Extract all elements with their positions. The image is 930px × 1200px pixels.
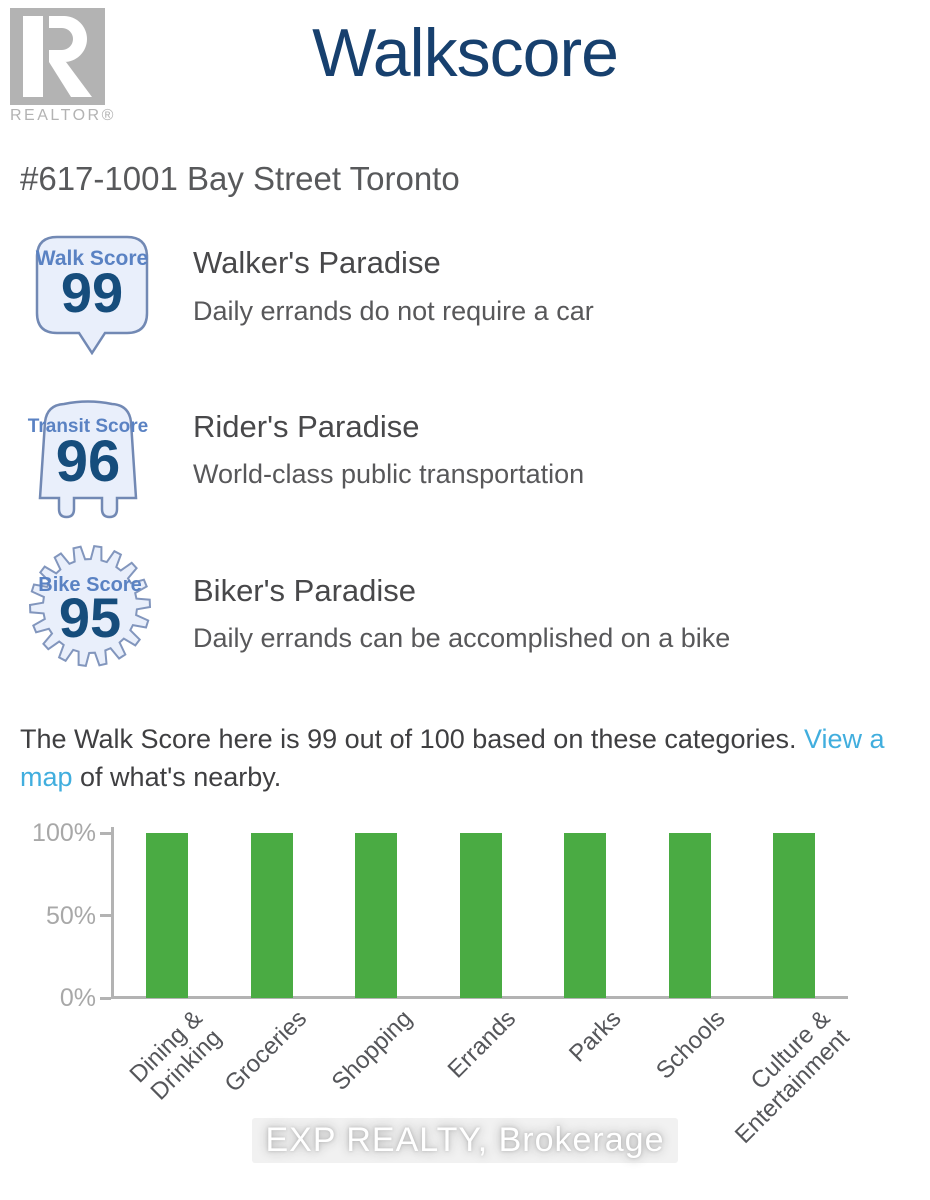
- transit-score-description: World-class public transportation: [193, 459, 585, 489]
- summary-text-after: of what's nearby.: [72, 762, 282, 792]
- walk-score-badge-label: Walk Score: [35, 247, 149, 270]
- walk-score-value: 99: [60, 261, 124, 324]
- bike-score-description: Daily errands can be accomplished on a b…: [193, 623, 731, 653]
- brokerage-watermark-text: EXP REALTY, Brokerage: [251, 1118, 679, 1163]
- x-axis-label-text: Schools: [651, 1005, 731, 1085]
- realtor-r-icon: [10, 8, 105, 105]
- transit-score-badge-label: Transit Score: [27, 416, 149, 437]
- summary-text-before: The Walk Score here is 99 out of 100 bas…: [20, 724, 804, 754]
- bike-score-badge: Bike Score 95: [27, 540, 153, 672]
- walkscore-chart: 0% 50% 100% Dining & Drinking Groceries Shopp…: [0, 810, 930, 1200]
- bike-score-badge-label: Bike Score: [38, 574, 142, 596]
- x-axis-label-text: Errands: [443, 1005, 522, 1084]
- y-axis-tick-label: 100%: [32, 819, 96, 847]
- page-title: Walkscore: [312, 15, 619, 91]
- transit-score-heading: Rider's Paradise: [193, 409, 420, 444]
- chart-bar: [355, 833, 397, 998]
- chart-bar: [668, 833, 711, 998]
- transit-score-value: 96: [55, 429, 121, 494]
- transit-score-badge: Transit Score 96: [26, 396, 150, 522]
- y-axis-tick-label: 0%: [59, 984, 96, 1012]
- summary-paragraph: The Walk Score here is 99 out of 100 bas…: [20, 720, 920, 796]
- y-axis-tick-mark: [100, 831, 111, 835]
- bike-score-gear-icon: [28, 544, 152, 668]
- bike-score-value: 95: [58, 586, 122, 649]
- walk-score-bubble-icon: [35, 235, 149, 355]
- bike-score-heading: Biker's Paradise: [193, 573, 417, 608]
- x-axis-label-text: Parks: [563, 1005, 627, 1068]
- walk-score-heading: Walker's Paradise: [193, 245, 441, 280]
- realtor-logo: REALTOR®: [10, 8, 118, 125]
- brokerage-watermark: EXP REALTY, Brokerage: [0, 1118, 930, 1163]
- y-axis-line: [111, 827, 114, 999]
- x-axis-label-text: Dining & Drinking: [124, 1005, 228, 1106]
- x-axis-label-text: Culture & Entertainment: [729, 1005, 855, 1149]
- y-axis-tick-mark: [100, 996, 111, 1000]
- chart-bar: [773, 833, 815, 998]
- realtor-logo-label: REALTOR®: [10, 107, 116, 124]
- chart-bar: [459, 833, 502, 998]
- bike-badge-gear-path: [28, 544, 152, 668]
- y-axis-tick-label: 50%: [45, 901, 96, 930]
- chart-bar: [146, 833, 188, 998]
- property-address: #617-1001 Bay Street Toronto: [20, 160, 460, 197]
- chart-bar: [564, 833, 606, 998]
- walk-score-badge: Walk Score 99: [33, 233, 151, 355]
- view-map-link[interactable]: View a map: [20, 724, 885, 792]
- chart-bar: [250, 833, 293, 998]
- walk-score-description: Daily errands do not require a car: [193, 296, 594, 326]
- x-axis-label-text: Shopping: [326, 1005, 418, 1096]
- y-axis-tick-mark: [100, 914, 111, 917]
- transit-score-bus-icon: [38, 400, 138, 519]
- x-axis-label-text: Groceries: [219, 1005, 313, 1098]
